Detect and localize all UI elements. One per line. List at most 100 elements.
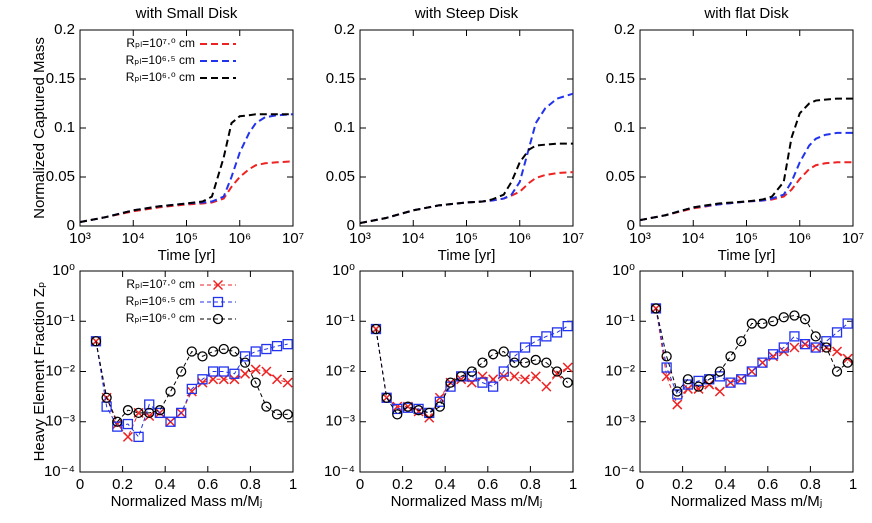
marker-square [229, 368, 240, 379]
marker-circle [672, 386, 683, 397]
marker-circle [704, 374, 715, 385]
x-tick-label: 0.4 [435, 476, 456, 493]
marker-circle [165, 386, 176, 397]
series-line [359, 142, 573, 225]
marker-x [672, 399, 683, 410]
marker-square [434, 396, 446, 407]
marker-circle [519, 357, 531, 368]
marker-circle [370, 323, 382, 335]
marker-x [477, 371, 488, 382]
plot-frame [639, 29, 854, 227]
legend-label: Rₚₗ=10⁶·⁵ cm [126, 294, 195, 308]
marker-circle [239, 357, 251, 368]
series-line [639, 131, 853, 222]
legend-label: Rₚₗ=10⁷·⁰ cm [126, 36, 195, 50]
marker-x [509, 371, 520, 382]
marker-square [487, 381, 499, 392]
marker-circle [434, 401, 446, 412]
marker-square [693, 375, 704, 387]
x-tick-label: 0 [636, 476, 644, 493]
y-tick-label: 0.05 [326, 168, 355, 185]
marker-circle [250, 377, 261, 388]
marker-circle [456, 371, 467, 382]
y-tick-label: 10⁻² [45, 362, 75, 379]
marker-circle [381, 392, 392, 403]
marker-circle [842, 357, 853, 368]
marker-square [562, 320, 573, 332]
x-tick-label: 0 [76, 476, 84, 493]
x-tick-label: 0 [356, 476, 364, 493]
y-axis-label: Normalized Captured Mass [31, 37, 48, 219]
x-tick-label: 10⁴ [402, 230, 425, 247]
y-tick-label: 0.05 [606, 168, 635, 185]
y-tick-label: 10⁻¹ [605, 312, 635, 329]
y-tick-label: 0.2 [54, 21, 75, 38]
marker-square [767, 349, 779, 360]
marker-circle [562, 377, 573, 388]
x-tick-label: 0.6 [197, 476, 218, 493]
marker-circle [112, 416, 123, 427]
y-tick-label: 10⁻² [325, 362, 355, 379]
marker-circle [810, 331, 821, 342]
x-tick-label: 10⁶ [228, 230, 251, 247]
series-line [639, 97, 853, 222]
marker-square [133, 431, 144, 443]
marker-circle [541, 357, 552, 368]
marker-square [176, 407, 187, 419]
marker-square [282, 339, 293, 350]
marker-circle [725, 351, 736, 362]
marker-circle [90, 336, 102, 347]
marker-circle [402, 401, 414, 412]
x-tick-label: 1 [849, 476, 857, 493]
x-tick-label: 1 [289, 476, 297, 493]
marker-square [477, 377, 488, 388]
marker-circle [424, 407, 435, 419]
marker-square [682, 379, 694, 390]
marker-x [530, 371, 541, 382]
marker-square [212, 296, 224, 308]
x-tick-label: 0.8 [520, 476, 541, 493]
y-tick-label: 10⁰ [332, 262, 355, 279]
y-tick-label: 10⁻³ [325, 413, 355, 430]
marker-square [498, 366, 509, 377]
y-tick-label: 0.1 [54, 119, 75, 136]
marker-x [736, 374, 747, 385]
series-line [359, 171, 574, 225]
marker-circle [693, 381, 704, 392]
y-tick-label: 0 [347, 217, 355, 234]
panel-title: with Small Disk [135, 5, 238, 22]
x-axis-label: Time [yr] [158, 247, 216, 264]
legend-label: Rₚₗ=10⁶·⁰ cm [126, 70, 195, 84]
y-tick-label: 0.15 [326, 70, 355, 87]
panel-title: with Steep Disk [414, 5, 519, 22]
marker-square [799, 339, 811, 350]
marker-square [392, 403, 403, 415]
marker-x [271, 374, 283, 385]
y-tick-label: 0 [627, 217, 635, 234]
marker-square [541, 331, 552, 342]
series-line [375, 328, 569, 416]
marker-x [250, 364, 261, 375]
marker-circle [445, 377, 456, 388]
x-tick-label: 0.2 [392, 476, 413, 493]
marker-x [831, 346, 843, 357]
marker-circle [551, 366, 563, 377]
y-tick-label: 0.1 [614, 119, 635, 136]
marker-circle [261, 401, 272, 412]
x-axis-label: Time [yr] [718, 247, 776, 264]
series-line [79, 113, 293, 224]
marker-square [725, 377, 736, 388]
marker-square [122, 418, 134, 430]
x-axis-label: Normalized Mass m/Mⱼ [391, 493, 543, 510]
series-line [95, 341, 288, 438]
marker-circle [789, 310, 800, 321]
marker-x [551, 368, 563, 379]
marker-circle [392, 409, 403, 420]
y-tick-label: 10⁻⁴ [324, 463, 355, 480]
x-tick-label: 0.4 [155, 476, 176, 493]
marker-square [186, 383, 197, 395]
x-tick-label: 10⁷ [842, 230, 864, 247]
marker-circle [487, 349, 499, 360]
marker-x [282, 377, 293, 388]
